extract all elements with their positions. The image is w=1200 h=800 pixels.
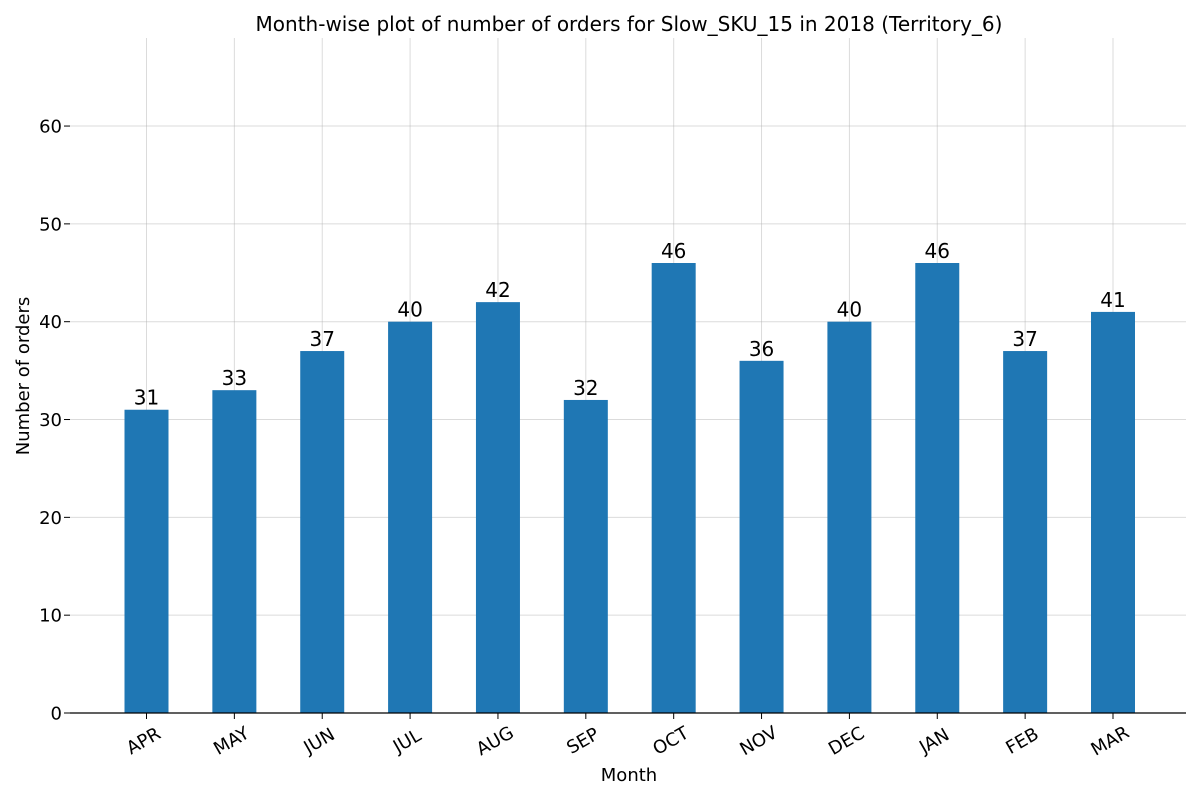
y-tick-label: 20	[39, 508, 62, 529]
bar-apr	[124, 409, 169, 713]
bar-layer	[124, 263, 1135, 713]
x-tick-label: AUG	[473, 722, 518, 760]
x-tick-label: NOV	[736, 722, 781, 760]
bar-value-label: 37	[1012, 327, 1037, 351]
y-tick-label: 10	[39, 606, 62, 627]
bar-value-label: 33	[222, 366, 247, 390]
bar-value-label: 46	[661, 239, 686, 263]
x-tick-label: FEB	[1002, 724, 1042, 759]
bar-sep	[563, 399, 608, 713]
bar-value-label: 40	[837, 298, 862, 322]
x-tick-label: MAR	[1088, 722, 1133, 760]
x-tick-label: JAN	[915, 724, 953, 758]
x-axis-label: Month	[601, 765, 657, 786]
x-tick-label: DEC	[825, 723, 868, 760]
y-axis-label: Number of orders	[13, 297, 34, 455]
x-tick-label: OCT	[649, 722, 693, 760]
bar-feb	[1003, 351, 1048, 713]
bar-value-label: 37	[310, 327, 335, 351]
bar-dec	[827, 321, 872, 713]
bar-aug	[475, 302, 520, 713]
bar-value-label: 46	[925, 239, 950, 263]
bar-value-label: 32	[573, 376, 598, 400]
bar-value-label: 40	[397, 298, 422, 322]
y-tick-label: 60	[39, 117, 62, 138]
axis-layer	[64, 125, 1186, 719]
bar-mar	[1091, 311, 1135, 713]
y-tick-label: 50	[39, 214, 62, 235]
x-tick-label: SEP	[563, 724, 603, 759]
bar-jan	[915, 263, 960, 713]
bar-jun	[300, 351, 345, 713]
x-tick-label: JUL	[389, 725, 425, 758]
y-tick-label: 30	[39, 410, 62, 431]
chart-title: Month-wise plot of number of orders for …	[256, 12, 1003, 36]
bar-value-label: 42	[485, 278, 510, 302]
y-tick-label: 40	[39, 312, 62, 333]
y-tick-label: 0	[51, 704, 62, 725]
x-tick-label: APR	[123, 723, 164, 759]
bar-value-label: 41	[1100, 288, 1125, 312]
x-tick-label: MAY	[210, 722, 254, 759]
bar-oct	[651, 263, 696, 713]
bar-may	[212, 390, 257, 713]
bar-value-label: 31	[134, 386, 159, 410]
bar-nov	[739, 360, 784, 713]
bar-value-label: 36	[749, 337, 774, 361]
bar-jul	[388, 321, 433, 713]
x-tick-label: JUN	[300, 724, 339, 759]
